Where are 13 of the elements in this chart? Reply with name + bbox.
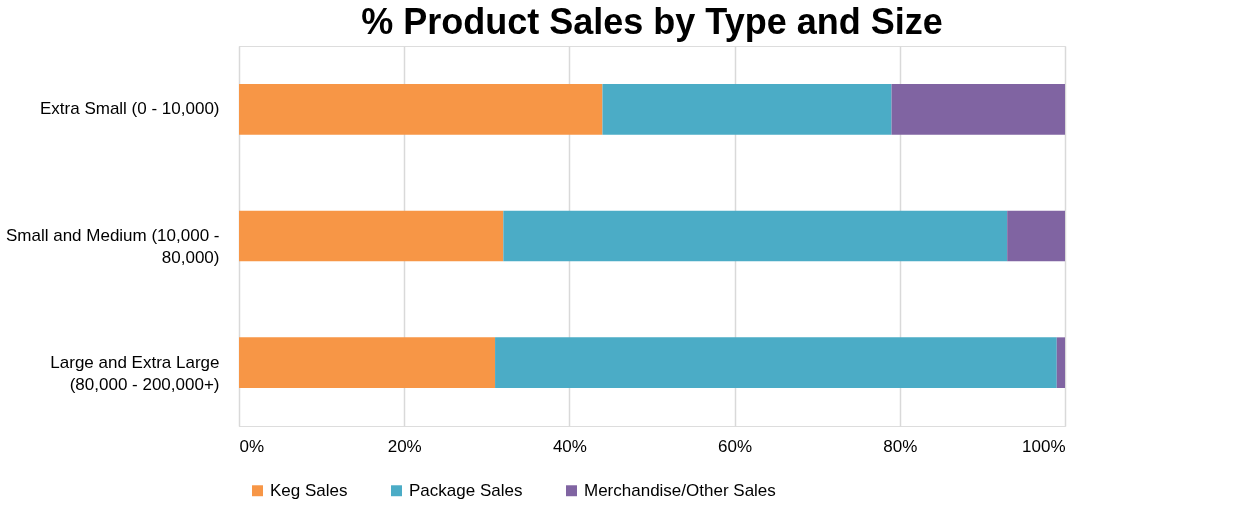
- x-tick-label: 60%: [718, 436, 753, 456]
- x-tick-label: 100%: [1022, 436, 1066, 456]
- chart-title: % Product Sales by Type and Size: [361, 1, 943, 42]
- x-tick-label: 0%: [239, 436, 265, 456]
- y-tick-label: Large and Extra Large (80,000 - 200,000+): [50, 352, 220, 394]
- legend-label: Package Sales: [409, 480, 523, 500]
- x-tick-label: 40%: [552, 436, 587, 456]
- y-tick-label: Small and Medium (10,000 - 80,000): [5, 226, 220, 267]
- x-tick-label: 80%: [883, 436, 918, 456]
- legend-label: Merchandise/Other Sales: [584, 480, 776, 500]
- legend-label: Keg Sales: [270, 480, 348, 500]
- x-tick-label: 20%: [387, 436, 422, 456]
- y-tick-label: Extra Small (0 - 10,000): [39, 99, 220, 119]
